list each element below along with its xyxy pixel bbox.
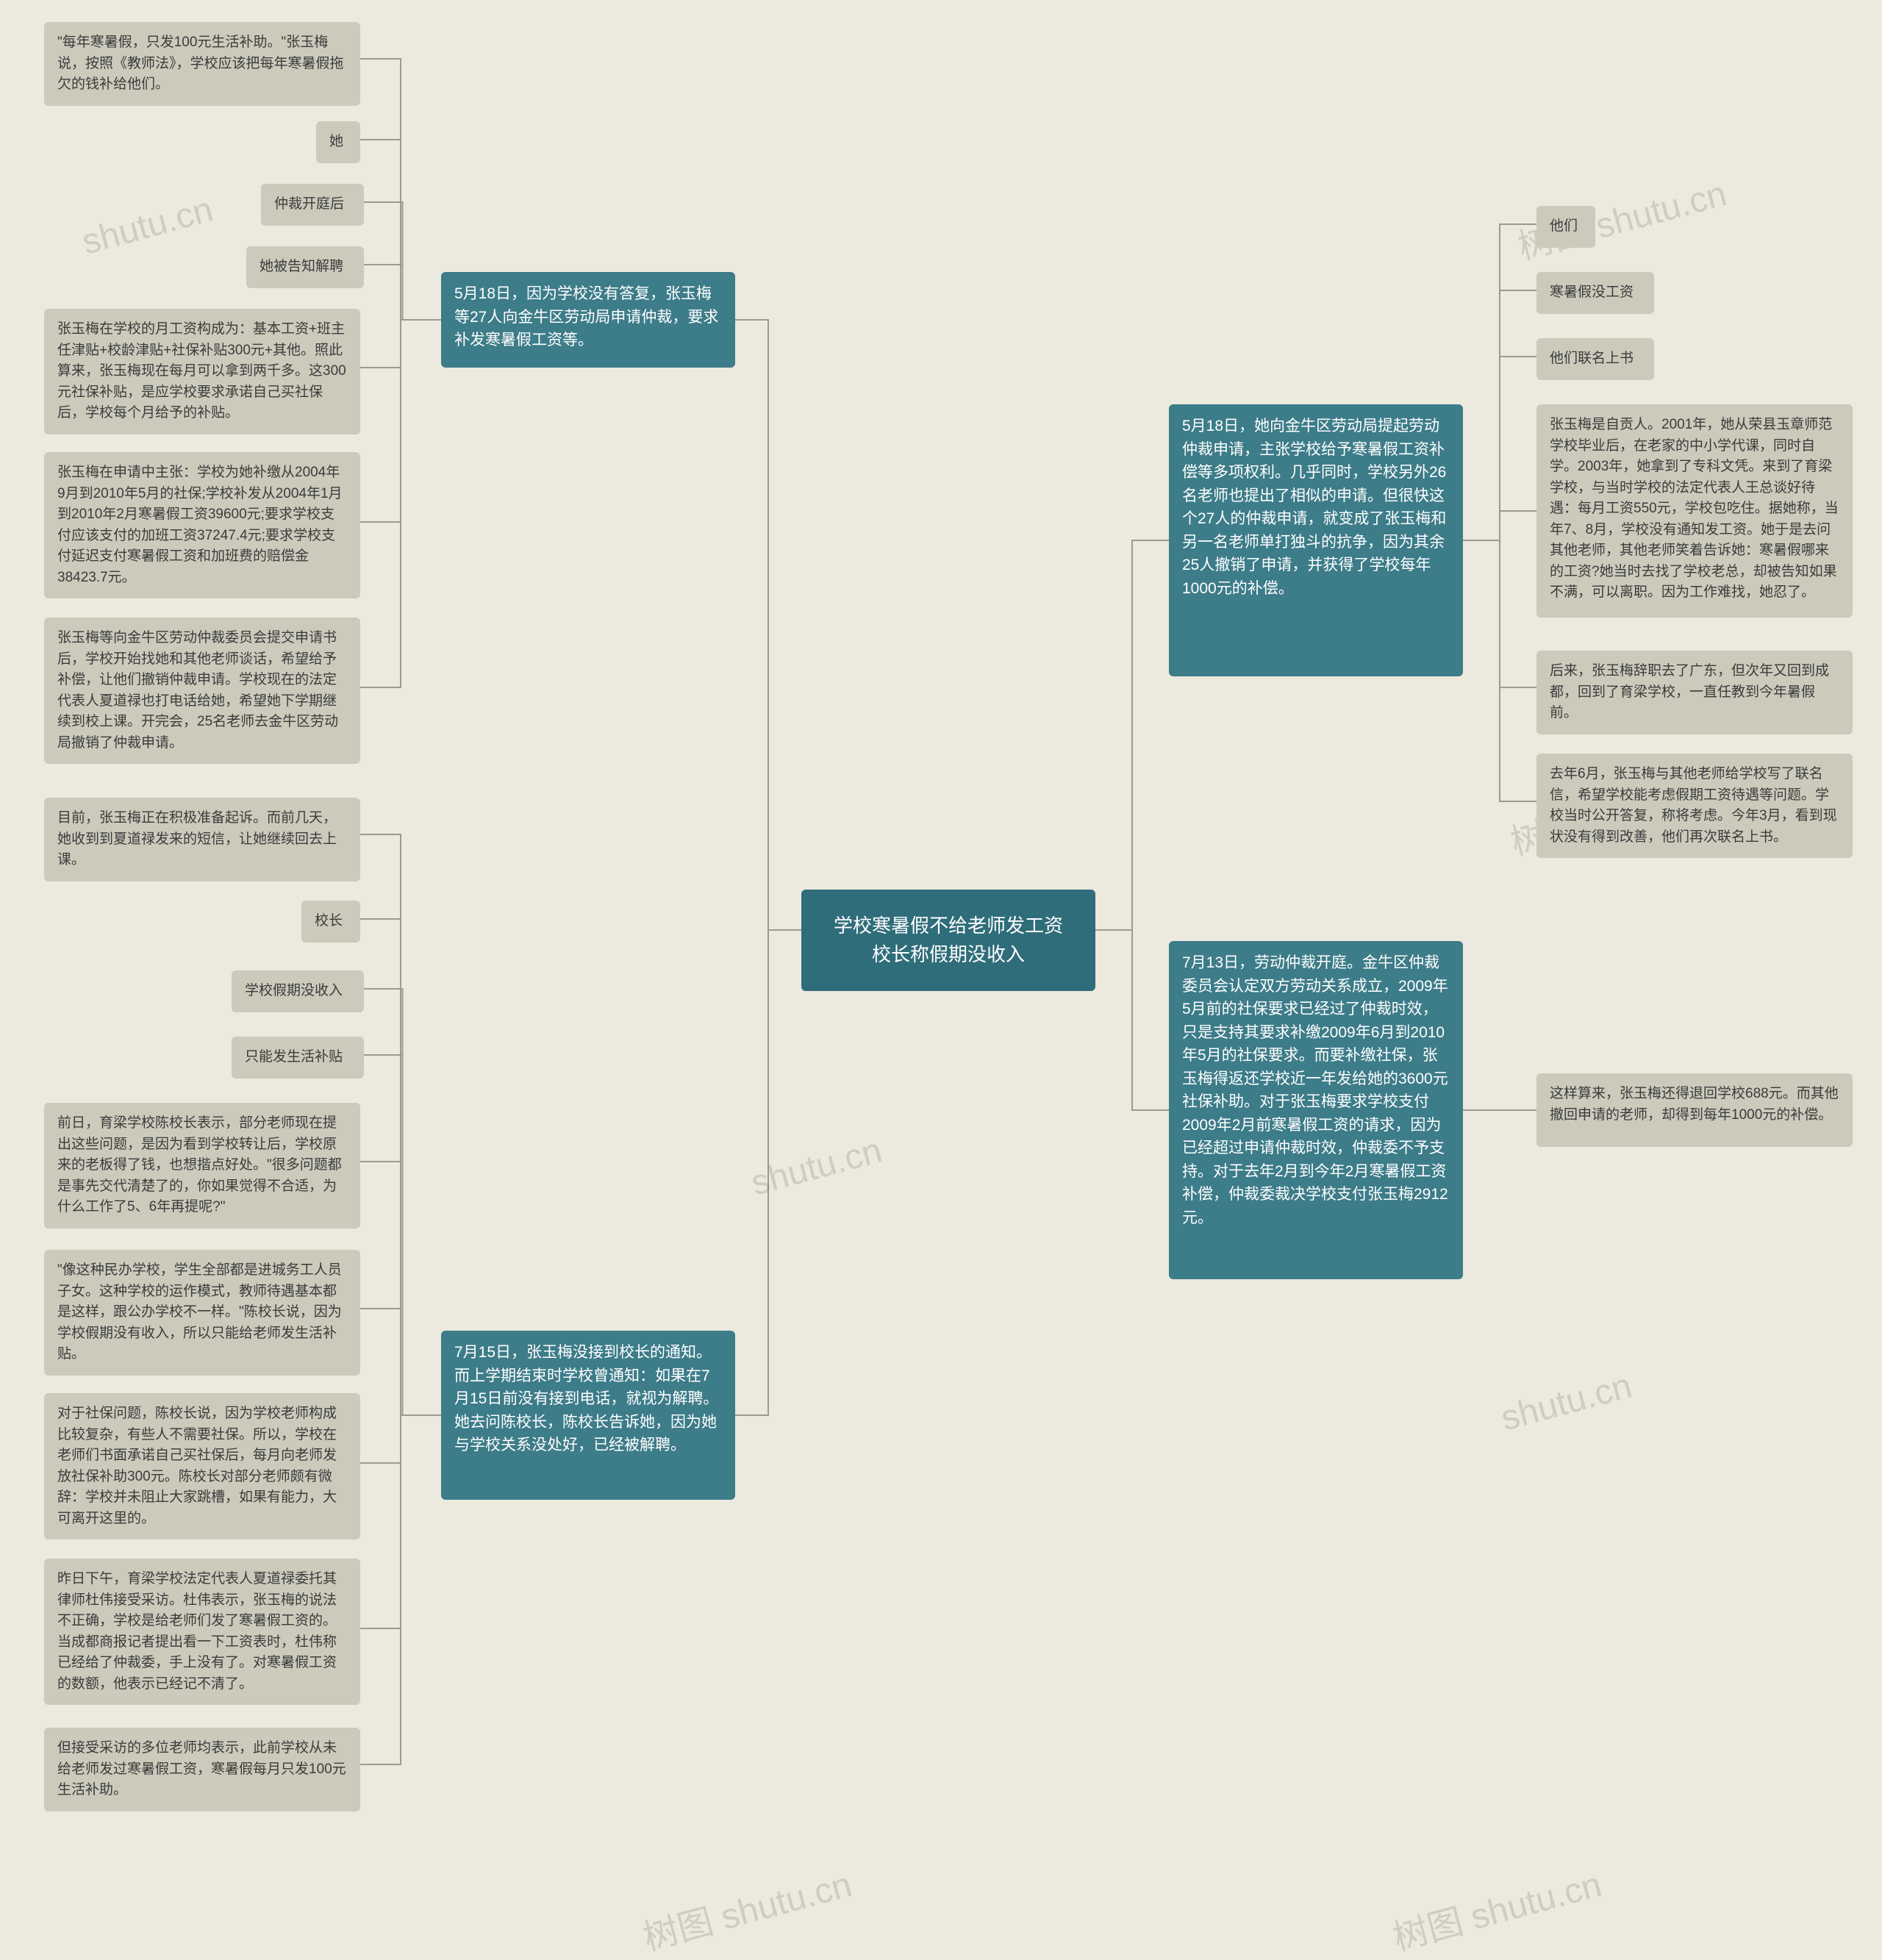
- center-node: 学校寒暑假不给老师发工资 校长称假期没收入: [801, 890, 1095, 991]
- leaf-node: 张玉梅是自贡人。2001年，她从荣县玉章师范学校毕业后，在老家的中小学代课，同时…: [1536, 404, 1853, 618]
- leaf-node: "像这种民办学校，学生全部都是进城务工人员子女。这种学校的运作模式，教师待遇基本…: [44, 1250, 360, 1376]
- leaf-node: 仲裁开庭后: [261, 184, 364, 226]
- leaf-node: 这样算来，张玉梅还得退回学校688元。而其他撤回申请的老师，却得到每年1000元…: [1536, 1073, 1853, 1147]
- leaf-node: 对于社保问题，陈校长说，因为学校老师构成比较复杂，有些人不需要社保。所以，学校在…: [44, 1393, 360, 1539]
- branch-node: 7月15日，张玉梅没接到校长的通知。而上学期结束时学校曾通知：如果在7月15日前…: [441, 1331, 735, 1500]
- leaf-node: 昨日下午，育梁学校法定代表人夏道禄委托其律师杜伟接受采访。杜伟表示，张玉梅的说法…: [44, 1559, 360, 1705]
- leaf-node: "每年寒暑假，只发100元生活补助。"张玉梅说，按照《教师法》，学校应该把每年寒…: [44, 22, 360, 106]
- leaf-node: 但接受采访的多位老师均表示，此前学校从未给老师发过寒暑假工资，寒暑假每月只发10…: [44, 1728, 360, 1811]
- leaf-node: 校长: [301, 901, 360, 943]
- watermark: shutu.cn: [78, 189, 218, 262]
- leaf-node: 他们: [1536, 206, 1595, 248]
- branch-node: 5月18日，因为学校没有答复，张玉梅等27人向金牛区劳动局申请仲裁，要求补发寒暑…: [441, 272, 735, 368]
- leaf-node: 他们联名上书: [1536, 338, 1654, 380]
- leaf-node: 前日，育梁学校陈校长表示，部分老师现在提出这些问题，是因为看到学校转让后，学校原…: [44, 1103, 360, 1228]
- watermark: 树图 shutu.cn: [1387, 1856, 1606, 1960]
- leaf-node: 寒暑假没工资: [1536, 272, 1654, 314]
- leaf-node: 只能发生活补贴: [232, 1037, 364, 1079]
- leaf-node: 目前，张玉梅正在积极准备起诉。而前几天，她收到到夏道禄发来的短信，让她继续回去上…: [44, 798, 360, 881]
- branch-node: 5月18日，她向金牛区劳动局提起劳动仲裁申请，主张学校给予寒暑假工资补偿等多项权…: [1169, 404, 1463, 676]
- leaf-node: 去年6月，张玉梅与其他老师给学校写了联名信，希望学校能考虑假期工资待遇等问题。学…: [1536, 754, 1853, 858]
- watermark: shutu.cn: [1497, 1365, 1636, 1439]
- leaf-node: 学校假期没收入: [232, 970, 364, 1012]
- leaf-node: 她被告知解聘: [246, 246, 364, 288]
- watermark: 树图 shutu.cn: [637, 1856, 856, 1960]
- leaf-node: 她: [316, 121, 360, 163]
- leaf-node: 后来，张玉梅辞职去了广东，但次年又回到成都，回到了育梁学校，一直任教到今年暑假前…: [1536, 651, 1853, 734]
- branch-node: 7月13日，劳动仲裁开庭。金牛区仲裁委员会认定双方劳动关系成立，2009年5月前…: [1169, 941, 1463, 1279]
- leaf-node: 张玉梅在学校的月工资构成为：基本工资+班主任津贴+校龄津贴+社保补贴300元+其…: [44, 309, 360, 434]
- watermark: shutu.cn: [747, 1130, 887, 1203]
- leaf-node: 张玉梅等向金牛区劳动仲裁委员会提交申请书后，学校开始找她和其他老师谈话，希望给予…: [44, 618, 360, 764]
- leaf-node: 张玉梅在申请中主张：学校为她补缴从2004年9月到2010年5月的社保;学校补发…: [44, 452, 360, 598]
